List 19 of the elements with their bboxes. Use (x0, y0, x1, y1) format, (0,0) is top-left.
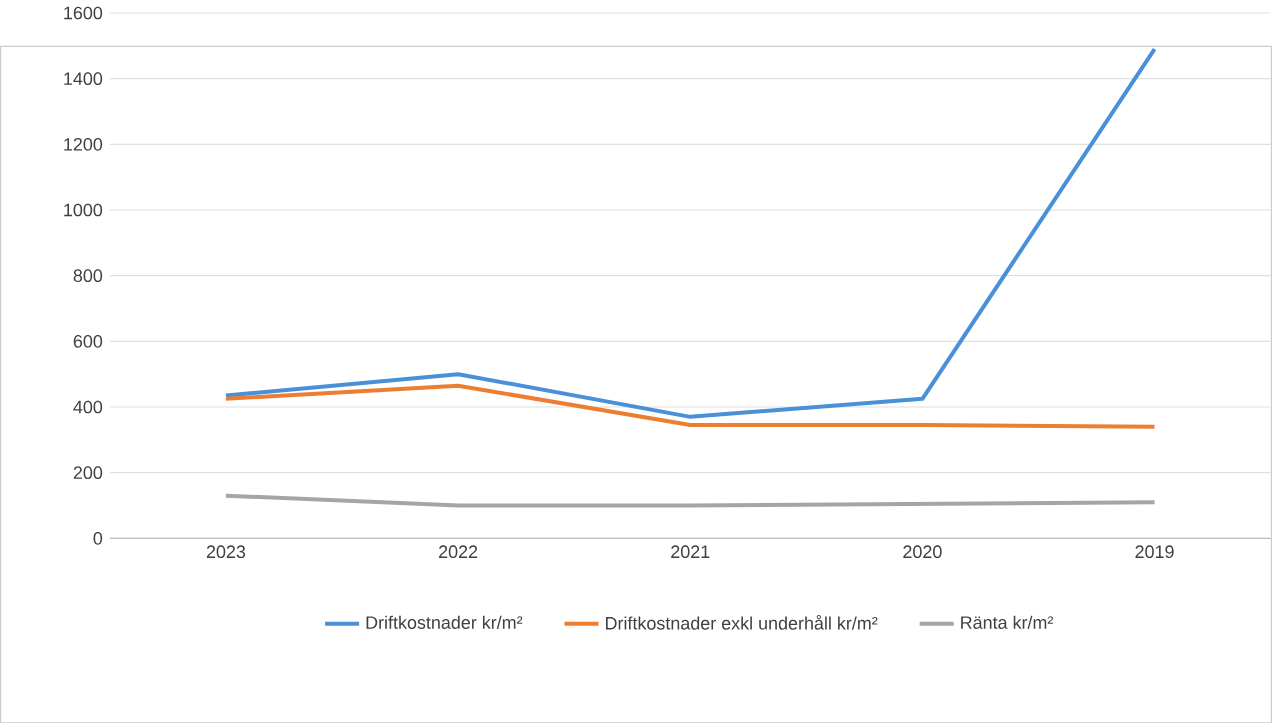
y-tick-label: 600 (73, 334, 103, 348)
x-tick-label: 2022 (439, 545, 478, 558)
x-tick-label: 2019 (1135, 545, 1174, 558)
legend-label: Driftkostnader exkl underhåll kr/m² (606, 614, 878, 630)
y-tick-label: 1400 (64, 72, 103, 85)
legend-label: Driftkostnader kr/m² (366, 615, 523, 629)
line-series (223, 383, 1157, 429)
line-series (223, 46, 1157, 419)
y-tick-label: 400 (73, 400, 103, 414)
y-tick-label: 1200 (64, 137, 103, 151)
y-tick-label: 200 (73, 466, 103, 479)
x-tick-label: 2020 (903, 545, 942, 558)
y-tick-label: 0 (93, 531, 103, 545)
y-tick-label: 1000 (64, 203, 103, 217)
x-tick-label: 2023 (206, 545, 246, 558)
y-tick-label: 1600 (64, 6, 103, 20)
y-tick-label: 800 (73, 269, 103, 282)
x-tick-label: 2021 (671, 545, 710, 558)
legend-label: Ränta kr/m² (961, 615, 1054, 629)
